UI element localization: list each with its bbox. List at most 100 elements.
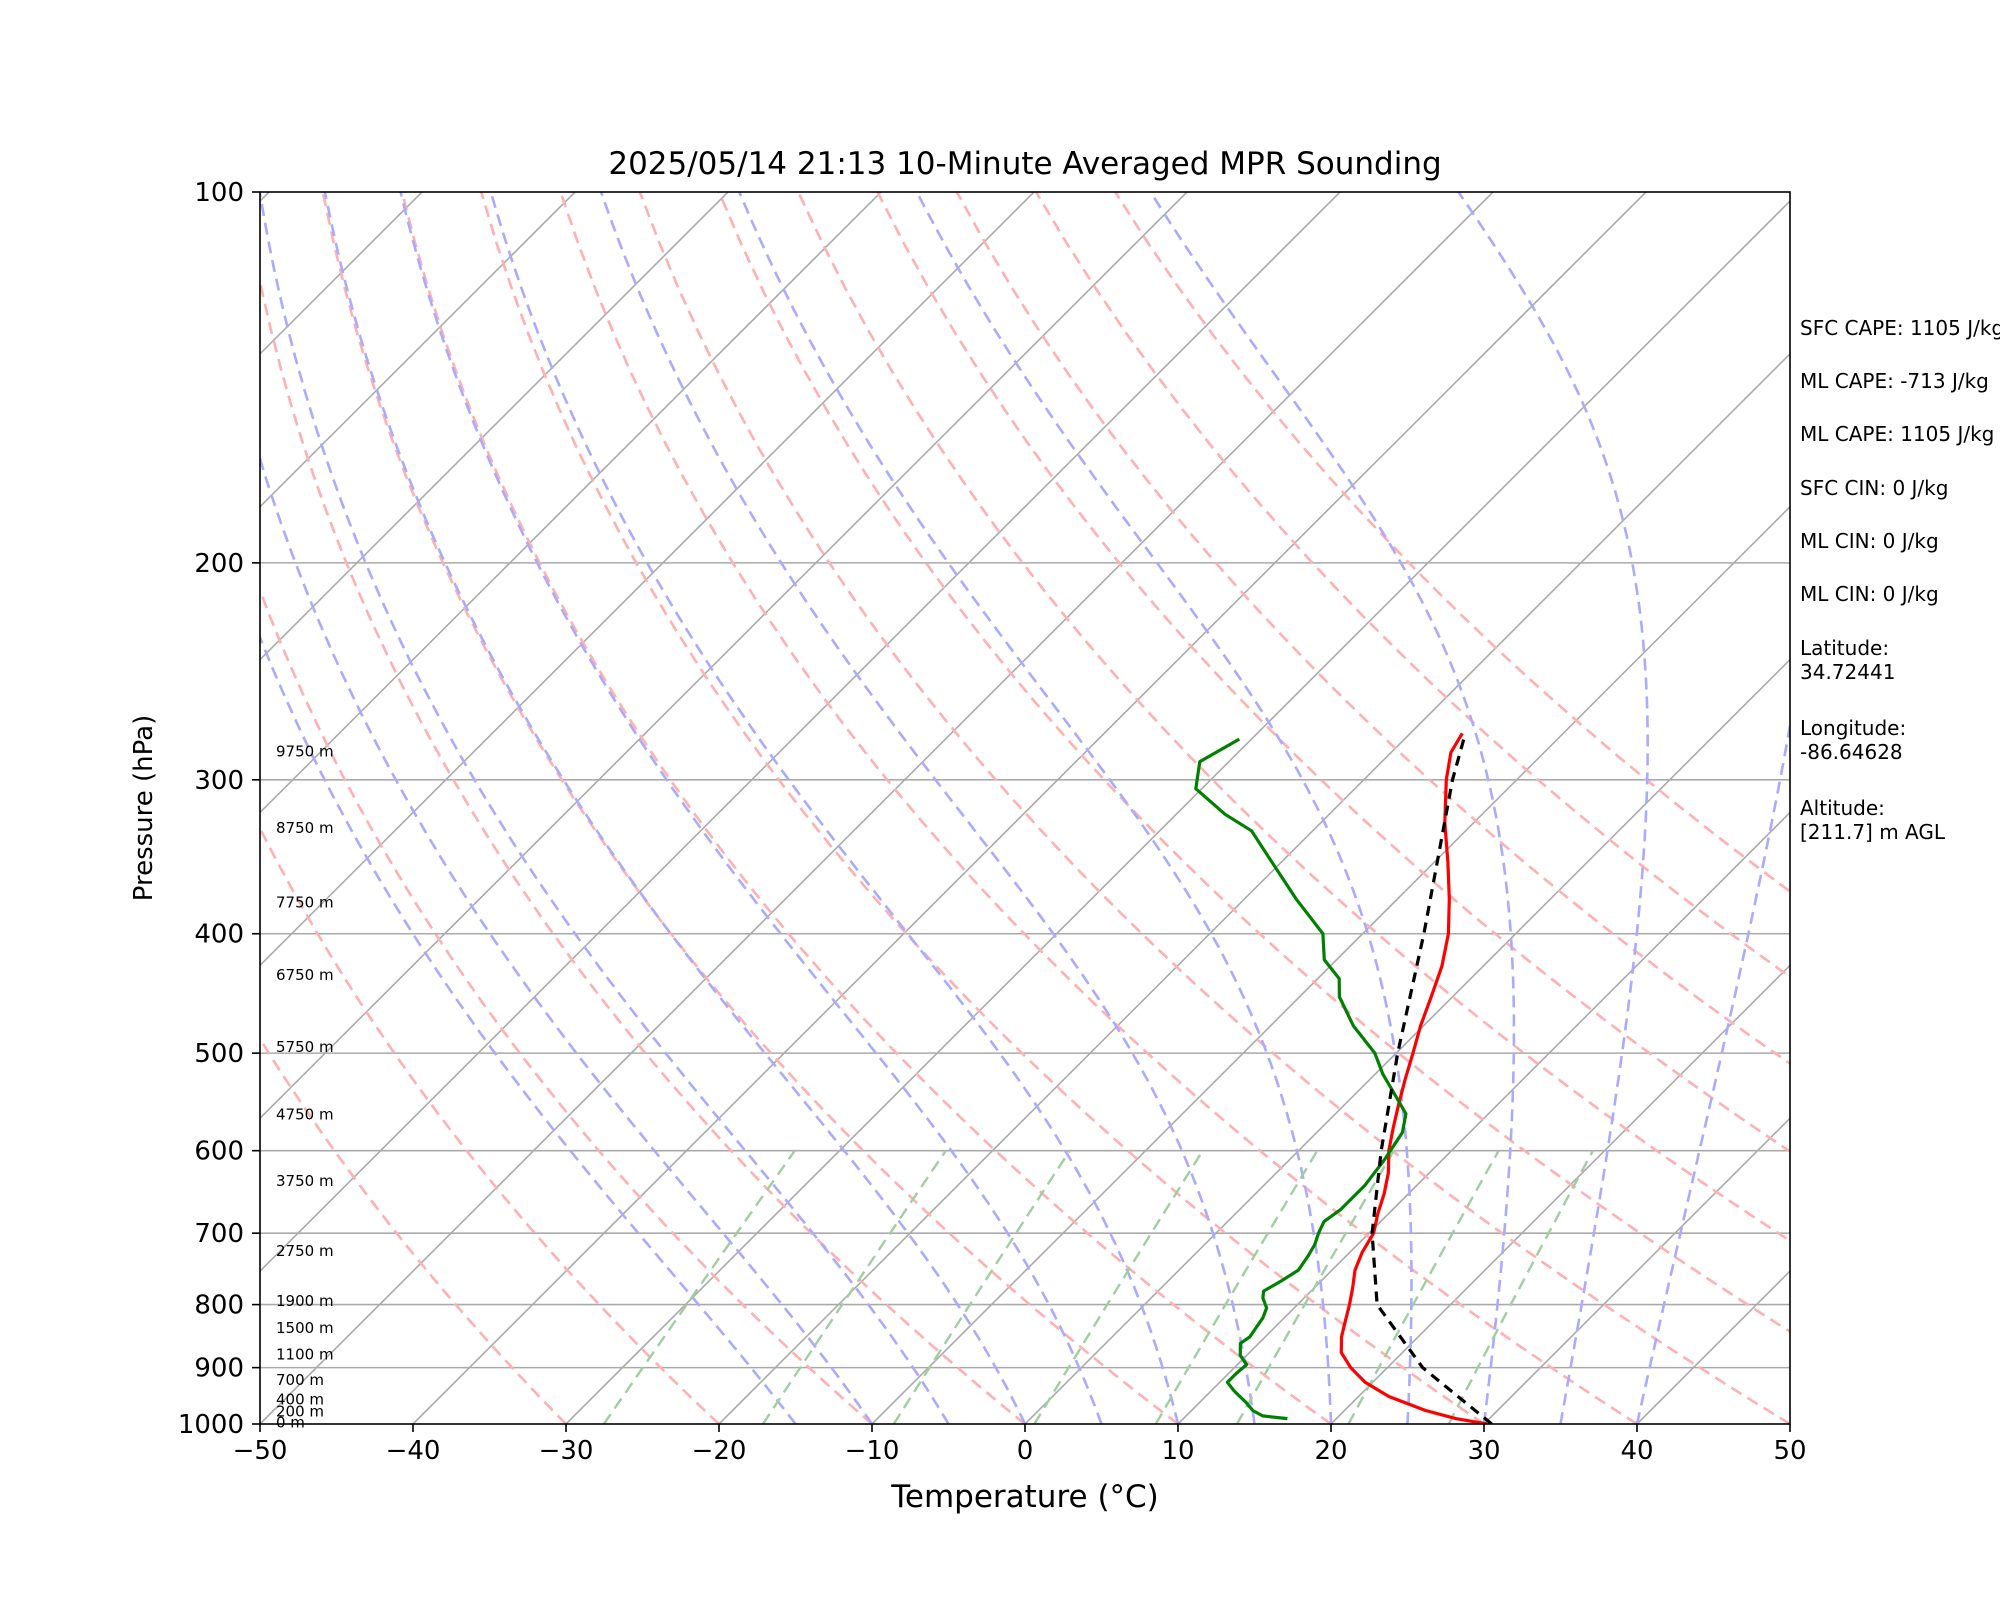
chart-title: 2025/05/14 21:13 10-Minute Averaged MPR …: [608, 146, 1441, 182]
ml-cape-text: ML CAPE: -713 J/kg: [1800, 369, 1989, 393]
dry-adiabat-line: [321, 192, 1179, 1424]
isotherm-line: [260, 192, 1035, 967]
height-label: 4750 m: [276, 1106, 334, 1124]
x-tick-label: 10: [1161, 1436, 1194, 1466]
dry-adiabat-line: [260, 275, 1026, 1424]
parcel-path-line: [1370, 732, 1493, 1424]
dry-adiabat-line: [1114, 192, 1790, 894]
isotherm-line: [260, 192, 576, 508]
mixing-ratio-line: [892, 1150, 1071, 1424]
isotherm-line: [1330, 964, 1790, 1424]
moist-adiabat-line: [260, 454, 874, 1424]
isotherm-line: [1177, 811, 1790, 1424]
mixing-ratio-line: [1447, 1150, 1594, 1424]
moist-adiabat-line: [1457, 192, 1650, 1424]
dry-adiabat-line: [638, 192, 1790, 1424]
dry-adiabat-line: [717, 192, 1790, 1334]
mixing-ratio-line: [1033, 1150, 1204, 1424]
x-tick-label: −50: [233, 1436, 288, 1466]
y-axis-label: Pressure (hPa): [129, 715, 159, 902]
dry-adiabat-line: [559, 192, 1638, 1424]
mixing-ratio-line: [1154, 1150, 1319, 1424]
moist-adiabat-line: [323, 192, 1027, 1424]
longitude-text: Longitude: -86.64628: [1800, 716, 1907, 764]
y-tick-label: 200: [194, 549, 244, 579]
y-tick-label: 500: [194, 1039, 244, 1069]
isotherm-line: [412, 192, 1647, 1424]
x-tick-label: −10: [845, 1436, 900, 1466]
moist-adiabat-line: [599, 192, 1256, 1424]
dry-adiabat-line: [260, 1036, 567, 1424]
height-label: 6750 m: [276, 966, 334, 984]
y-tick-label: 400: [194, 920, 244, 950]
dry-adiabat-line: [1034, 192, 1790, 979]
height-label: 400 m: [276, 1390, 324, 1408]
x-tick-label: −40: [386, 1436, 441, 1466]
mixing-ratio-line: [761, 1150, 947, 1424]
height-label: 9750 m: [276, 742, 334, 760]
mixing-ratio-line: [602, 1150, 796, 1424]
y-tick-label: 1000: [178, 1410, 244, 1440]
y-tick-label: 700: [194, 1219, 244, 1249]
isotherm-line: [871, 505, 1790, 1424]
y-tick-label: 900: [194, 1354, 244, 1384]
height-label: 7750 m: [276, 893, 334, 911]
sfc-cape-text: SFC CAPE: 1105 J/kg: [1800, 316, 2000, 340]
height-label: 1100 m: [276, 1346, 334, 1364]
latitude-text: Latitude: 34.72441: [1800, 636, 1896, 684]
y-tick-label: 600: [194, 1137, 244, 1167]
height-label: 5750 m: [276, 1038, 334, 1056]
ml-cape-text: ML CAPE: 1105 J/kg: [1800, 422, 1995, 446]
isotherm-line: [260, 192, 1494, 1424]
dry-adiabat-line: [260, 586, 873, 1424]
altitude-text: Altitude: [211.7] m AGL: [1800, 796, 1946, 844]
isotherm-line: [565, 199, 1790, 1424]
moist-adiabat-line: [260, 192, 950, 1424]
x-tick-label: −20: [692, 1436, 747, 1466]
y-tick-label: 100: [194, 178, 244, 208]
mixing-ratio-line: [1347, 1150, 1500, 1424]
isotherm-line: [1483, 1117, 1790, 1424]
x-tick-label: 30: [1467, 1436, 1500, 1466]
moist-adiabat-line: [738, 192, 1333, 1424]
y-tick-label: 300: [194, 766, 244, 796]
sfc-cin-text: SFC CIN: 0 J/kg: [1800, 476, 1949, 500]
height-label: 1500 m: [276, 1319, 334, 1337]
moist-adiabat-line: [915, 192, 1413, 1424]
height-label: 1900 m: [276, 1292, 334, 1310]
moist-adiabat-line: [399, 192, 1103, 1424]
ml-cin-text: ML CIN: 0 J/kg: [1800, 582, 1939, 606]
moist-adiabat-line: [1635, 717, 1790, 1424]
dry-adiabat-line: [260, 825, 720, 1424]
isotherm-line: [0, 192, 116, 1424]
isotherm-line: [260, 192, 882, 814]
height-label: 2750 m: [276, 1242, 334, 1260]
x-tick-label: 0: [1017, 1436, 1034, 1466]
isotherm-line: [260, 192, 1188, 1120]
temperature-profile-line: [1339, 732, 1488, 1424]
x-axis-label: Temperature (°C): [890, 1479, 1159, 1515]
x-tick-label: 40: [1620, 1436, 1653, 1466]
x-tick-label: 50: [1773, 1436, 1806, 1466]
y-tick-label: 800: [194, 1291, 244, 1321]
height-label: 8750 m: [276, 819, 334, 837]
height-label: 0 m: [276, 1413, 305, 1431]
dry-adiabat-line: [400, 192, 1332, 1424]
dewpoint-profile-line: [1194, 737, 1408, 1421]
isotherm-line: [260, 192, 729, 661]
dry-adiabat-line: [876, 192, 1790, 1154]
ml-cin-text: ML CIN: 0 J/kg: [1800, 529, 1939, 553]
dry-adiabat-line: [955, 192, 1790, 1066]
dry-adiabat-line: [797, 192, 1790, 1243]
dry-adiabat-line: [480, 192, 1485, 1424]
height-label: 700 m: [276, 1371, 324, 1389]
x-tick-label: −30: [539, 1436, 594, 1466]
isotherm-line: [260, 192, 1341, 1273]
isotherm-line: [718, 352, 1790, 1424]
mixing-ratio-line: [1235, 1150, 1395, 1424]
height-label: 3750 m: [276, 1172, 334, 1190]
moist-adiabat-line: [260, 634, 797, 1424]
isotherm-line: [1024, 658, 1790, 1424]
moist-adiabat-line: [489, 192, 1180, 1424]
